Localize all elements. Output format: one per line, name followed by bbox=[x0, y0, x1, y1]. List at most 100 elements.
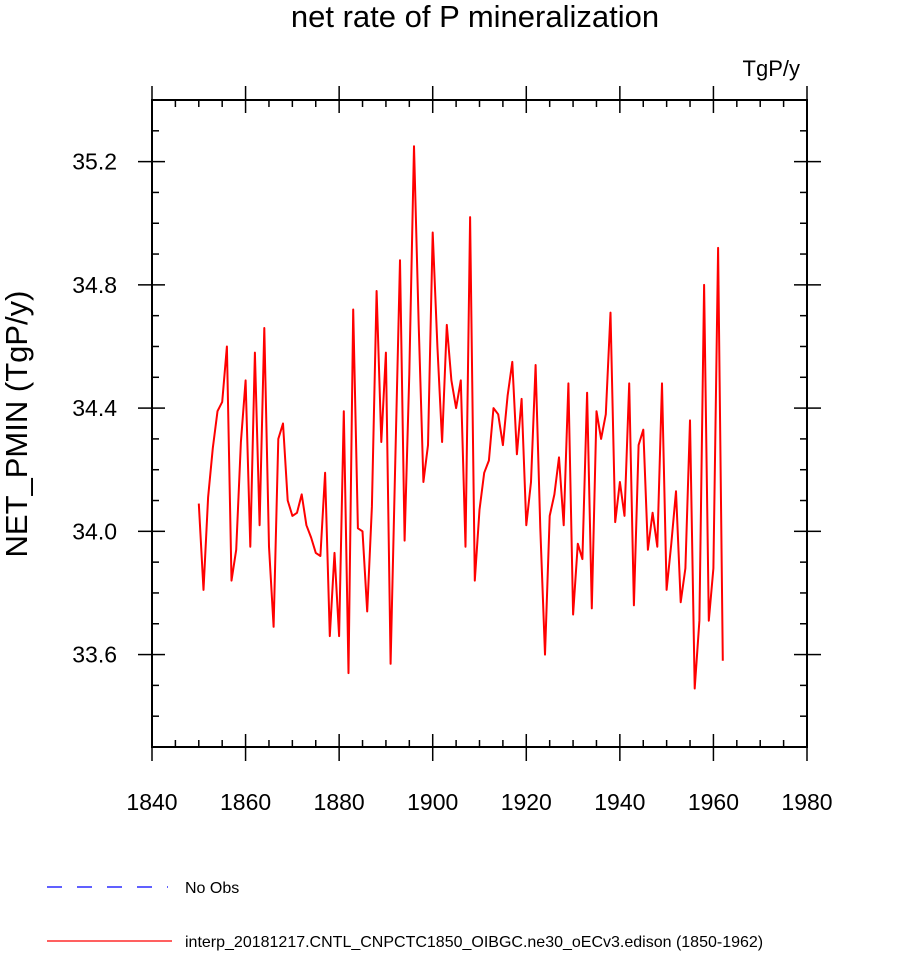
data-point bbox=[465, 546, 467, 548]
data-point bbox=[198, 503, 200, 505]
data-point bbox=[348, 672, 350, 674]
data-point bbox=[245, 379, 247, 381]
data-point bbox=[586, 392, 588, 394]
data-point bbox=[497, 413, 499, 415]
data-point bbox=[362, 530, 364, 532]
x-tick-label: 1980 bbox=[781, 789, 832, 815]
data-point bbox=[488, 460, 490, 462]
data-point bbox=[544, 654, 546, 656]
data-point bbox=[460, 379, 462, 381]
data-point bbox=[698, 620, 700, 622]
data-point bbox=[670, 543, 672, 545]
data-point bbox=[408, 373, 410, 375]
data-point bbox=[675, 490, 677, 492]
data-point bbox=[535, 364, 537, 366]
data-point bbox=[226, 346, 228, 348]
data-point bbox=[450, 379, 452, 381]
data-point bbox=[338, 635, 340, 637]
data-point bbox=[581, 558, 583, 560]
legend: No Obs interp_20181217.CNTL_CNPCTC1850_O… bbox=[47, 880, 763, 951]
data-point bbox=[394, 460, 396, 462]
data-point bbox=[624, 515, 626, 517]
x-tick-labels: 1840 1860 1880 1900 1920 1940 1960 1980 bbox=[126, 789, 832, 815]
data-point bbox=[708, 620, 710, 622]
data-point bbox=[656, 546, 658, 548]
y-tick-label: 34.8 bbox=[72, 272, 117, 298]
series-line bbox=[197, 145, 724, 690]
y-tick-labels: 33.6 34.0 34.4 34.8 35.2 bbox=[72, 149, 117, 668]
data-point bbox=[334, 552, 336, 554]
data-point bbox=[539, 527, 541, 529]
x-tick-label: 1940 bbox=[594, 789, 645, 815]
data-point bbox=[221, 401, 223, 403]
units-label: TgP/y bbox=[743, 56, 800, 81]
x-tick-label: 1860 bbox=[220, 789, 271, 815]
data-point bbox=[694, 688, 696, 690]
data-point bbox=[343, 410, 345, 412]
data-point bbox=[273, 626, 275, 628]
data-point bbox=[282, 423, 284, 425]
data-point bbox=[446, 324, 448, 326]
data-point bbox=[441, 441, 443, 443]
data-point bbox=[642, 429, 644, 431]
data-point bbox=[217, 410, 219, 412]
data-point bbox=[305, 524, 307, 526]
data-point bbox=[549, 515, 551, 517]
y-tick-label: 34.0 bbox=[72, 518, 117, 544]
data-point bbox=[399, 259, 401, 261]
x-tick-label: 1960 bbox=[688, 789, 739, 815]
data-point bbox=[567, 382, 569, 384]
data-point bbox=[610, 312, 612, 314]
data-point bbox=[703, 284, 705, 286]
data-point bbox=[479, 509, 481, 511]
plot-frame bbox=[151, 99, 808, 748]
y-axis-label: NET_PMIN (TgP/y) bbox=[0, 291, 34, 558]
data-point bbox=[591, 607, 593, 609]
x-tick-label: 1840 bbox=[126, 789, 177, 815]
data-point bbox=[422, 481, 424, 483]
data-point bbox=[315, 552, 317, 554]
data-point bbox=[722, 660, 724, 662]
data-point bbox=[689, 419, 691, 421]
data-point bbox=[390, 663, 392, 665]
legend-label-no-obs: No Obs bbox=[185, 880, 239, 897]
data-point bbox=[287, 500, 289, 502]
data-point bbox=[553, 493, 555, 495]
data-point bbox=[605, 413, 607, 415]
x-tick-label: 1920 bbox=[501, 789, 552, 815]
data-point bbox=[291, 515, 293, 517]
data-point bbox=[469, 216, 471, 218]
data-point bbox=[652, 512, 654, 514]
data-point bbox=[614, 521, 616, 523]
data-point bbox=[572, 614, 574, 616]
y-tick-label: 35.2 bbox=[72, 149, 117, 175]
data-point bbox=[376, 290, 378, 292]
data-point bbox=[577, 543, 579, 545]
data-point bbox=[371, 506, 373, 508]
data-point bbox=[628, 382, 630, 384]
data-point bbox=[366, 610, 368, 612]
data-point bbox=[638, 444, 640, 446]
legend-label-model: interp_20181217.CNTL_CNPCTC1850_OIBGC.ne… bbox=[185, 934, 763, 951]
data-point bbox=[493, 407, 495, 409]
data-point bbox=[483, 472, 485, 474]
data-point bbox=[712, 567, 714, 569]
series-group bbox=[197, 145, 724, 690]
data-point bbox=[413, 145, 415, 147]
data-point bbox=[310, 537, 312, 539]
data-point bbox=[380, 441, 382, 443]
data-point bbox=[600, 438, 602, 440]
data-point bbox=[521, 398, 523, 400]
data-point bbox=[717, 247, 719, 249]
data-point bbox=[357, 527, 359, 529]
data-point bbox=[254, 352, 256, 354]
data-point bbox=[301, 493, 303, 495]
data-point bbox=[530, 481, 532, 483]
data-point bbox=[525, 524, 527, 526]
data-point bbox=[319, 555, 321, 557]
data-point bbox=[268, 546, 270, 548]
data-point bbox=[502, 444, 504, 446]
data-point bbox=[563, 524, 565, 526]
x-tick-label: 1880 bbox=[314, 789, 365, 815]
